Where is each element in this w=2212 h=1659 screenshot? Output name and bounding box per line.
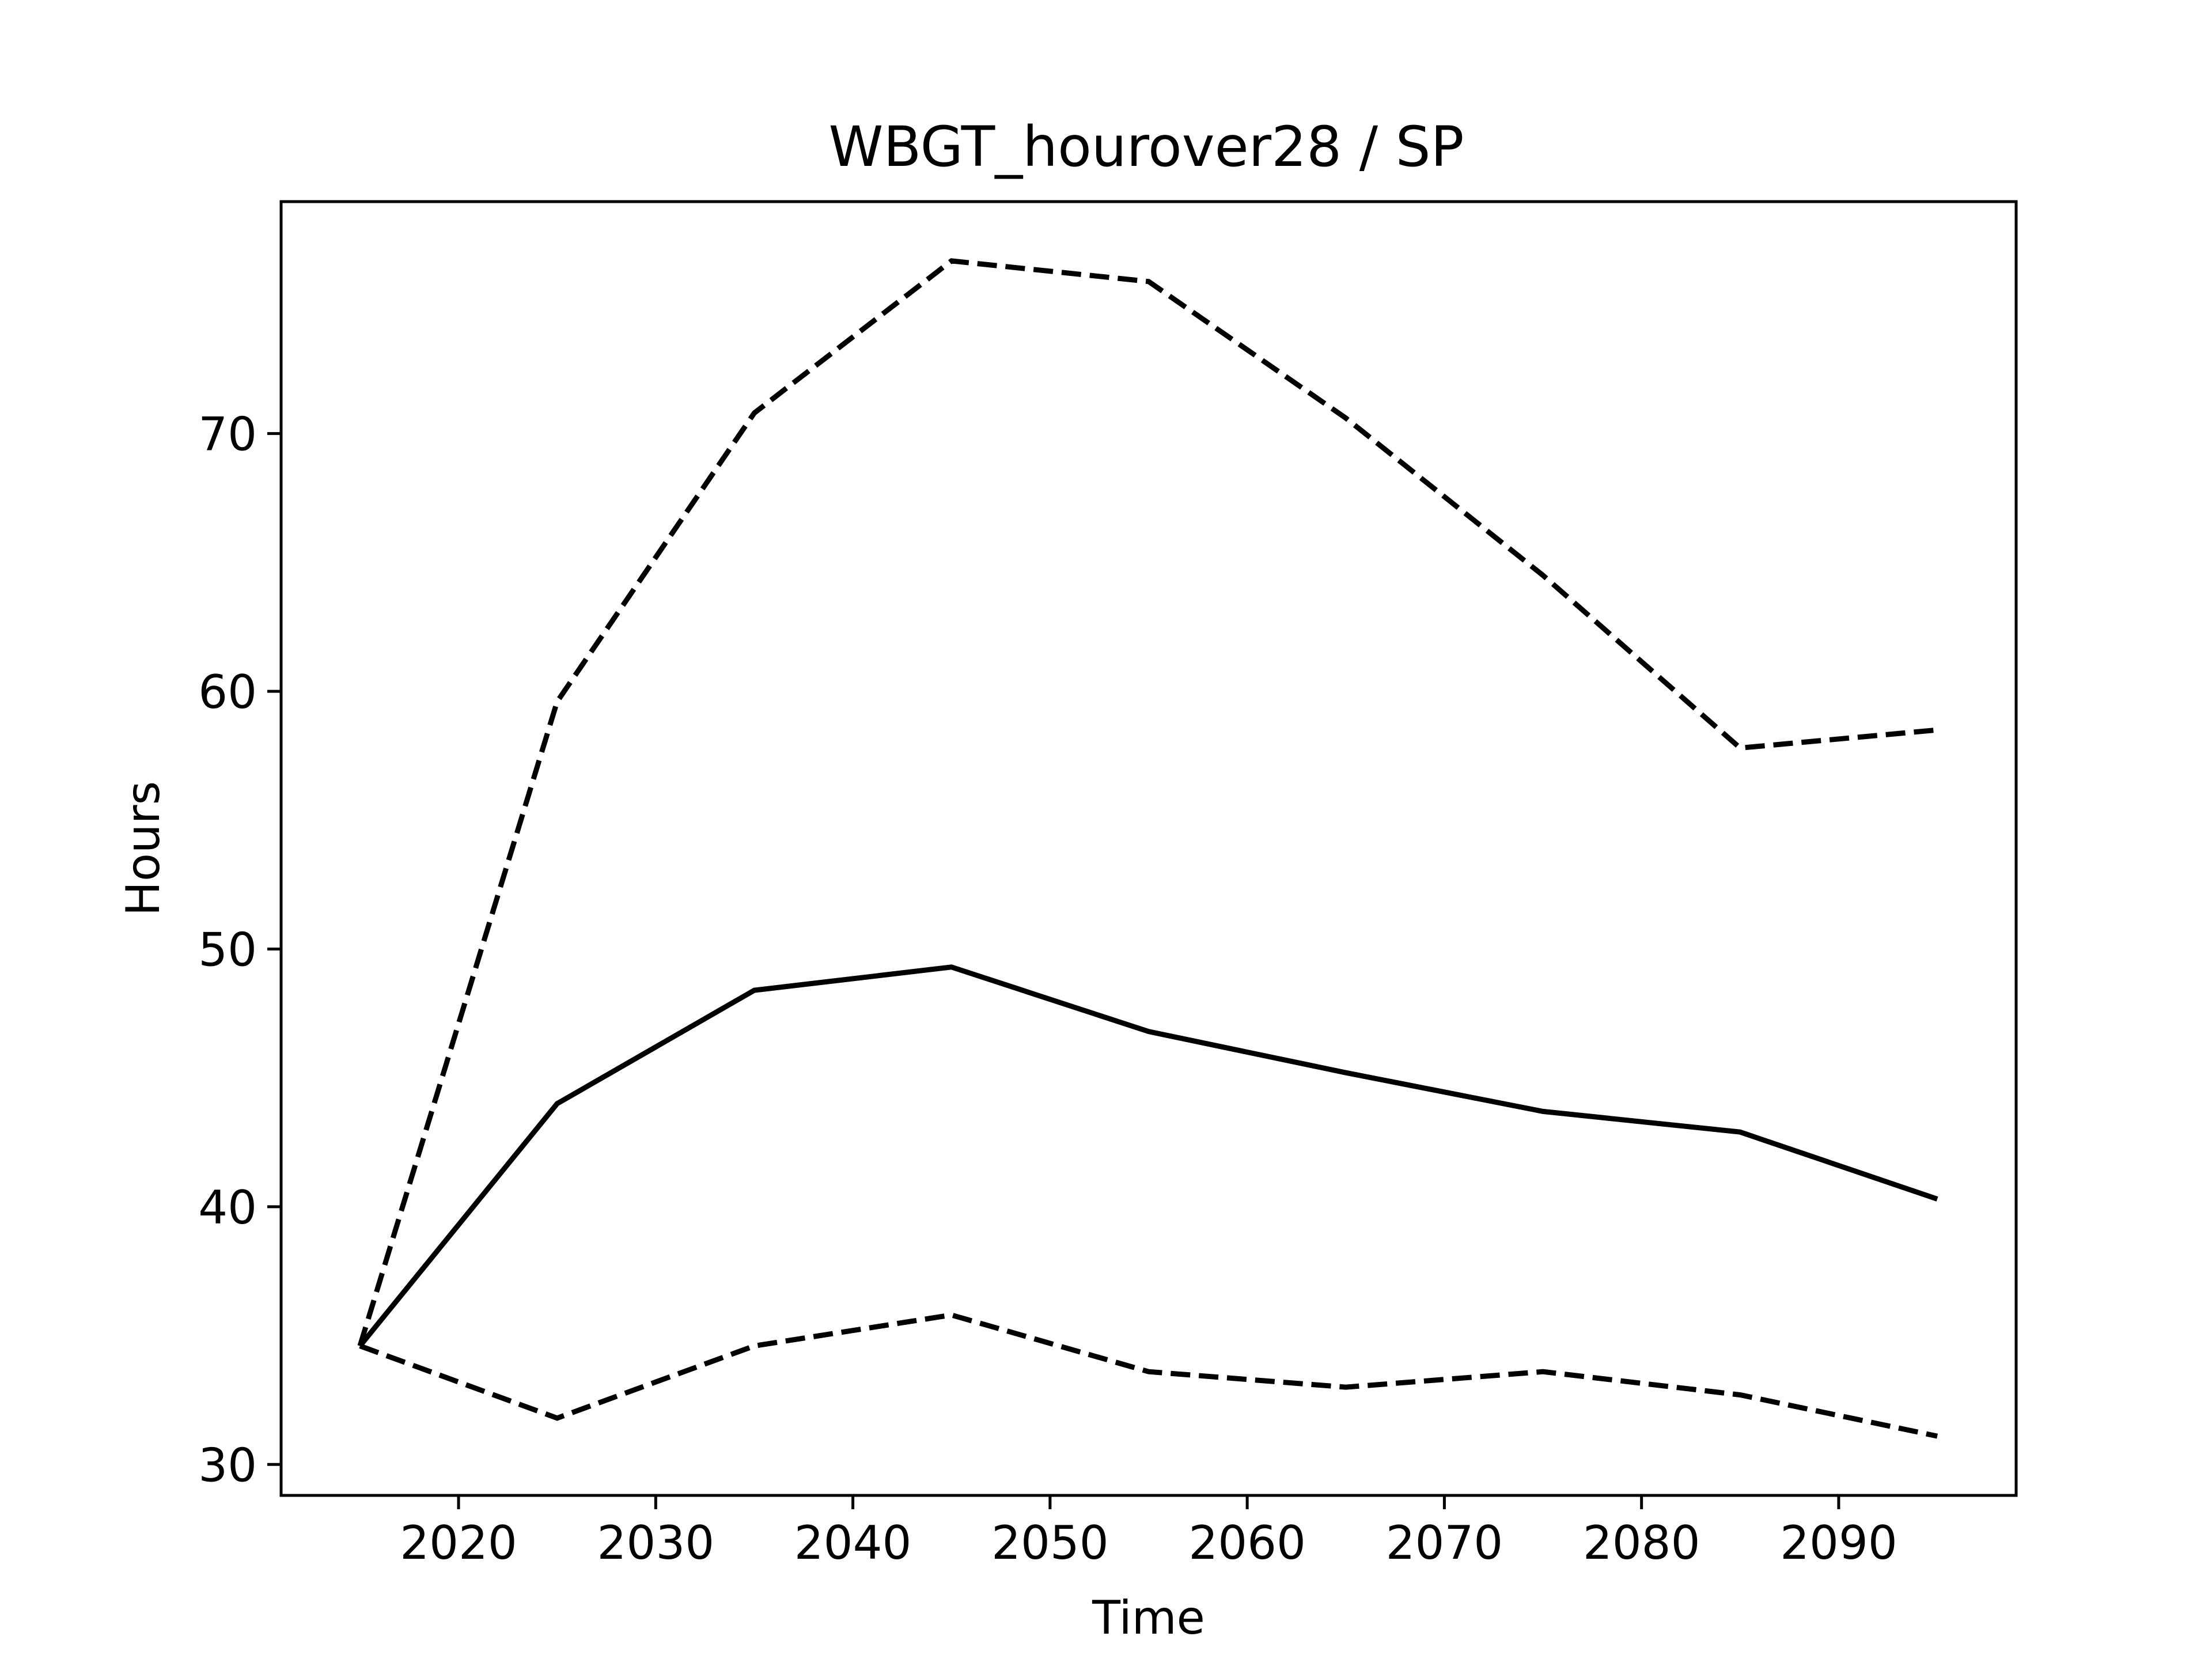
x-tick-label: 2040 bbox=[794, 1516, 912, 1570]
y-tick-label: 60 bbox=[198, 665, 257, 719]
x-tick-label: 2020 bbox=[400, 1516, 517, 1570]
y-tick-label: 50 bbox=[198, 923, 257, 976]
x-tick-label: 2080 bbox=[1583, 1516, 1700, 1570]
plot-area bbox=[357, 258, 1938, 1439]
y-tick-label: 40 bbox=[198, 1181, 257, 1234]
plot-frame bbox=[279, 200, 2018, 1497]
x-tick-label: 2090 bbox=[1780, 1516, 1897, 1570]
y-axis-label: Hours bbox=[116, 781, 170, 916]
series-line-1 bbox=[358, 964, 1938, 1348]
series-line-3 bbox=[359, 1312, 1938, 1439]
series-line-2 bbox=[357, 258, 1938, 1347]
x-axis-label: Time bbox=[1092, 1591, 1205, 1645]
x-tick-label: 2070 bbox=[1386, 1516, 1503, 1570]
chart-title: WBGT_hourover28 / SP bbox=[829, 115, 1464, 179]
x-tick-label: 2050 bbox=[991, 1516, 1109, 1570]
y-tick-label: 70 bbox=[198, 408, 257, 461]
y-tick-label: 30 bbox=[198, 1438, 257, 1492]
x-axis: 2020 2030 2040 2050 2060 2070 2080 2090 bbox=[400, 1495, 1897, 1570]
y-axis: 30 40 50 60 70 bbox=[198, 408, 281, 1492]
x-tick-label: 2060 bbox=[1188, 1516, 1306, 1570]
x-tick-label: 2030 bbox=[597, 1516, 715, 1570]
